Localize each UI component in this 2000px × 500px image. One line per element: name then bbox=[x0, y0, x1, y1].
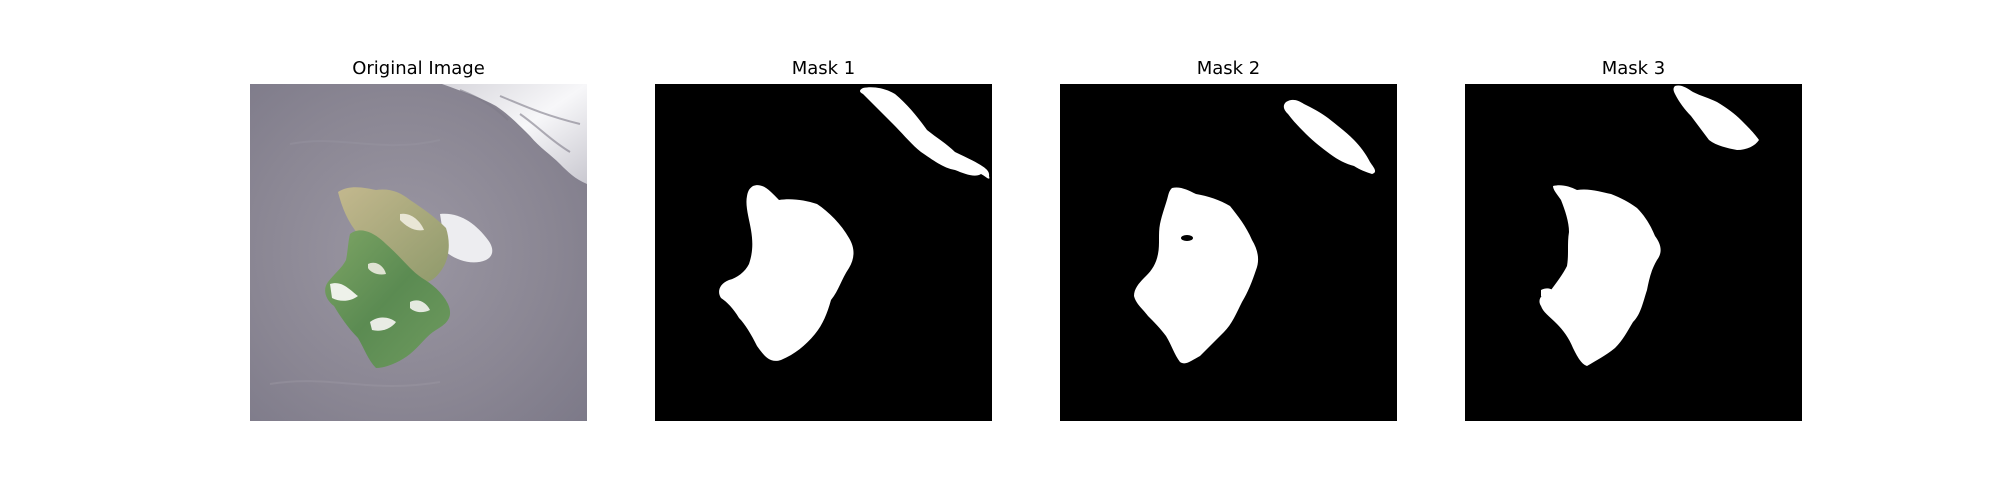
mask-1-panel: Mask 1 bbox=[655, 0, 992, 500]
mask-2-title: Mask 2 bbox=[1196, 58, 1261, 79]
original-image bbox=[250, 84, 587, 421]
mask-2-image bbox=[1060, 84, 1397, 421]
mask-1-graphic bbox=[655, 84, 992, 421]
mask-3-panel: Mask 3 bbox=[1465, 0, 1802, 500]
original-image-panel: Original Image bbox=[250, 0, 587, 500]
mask-2-graphic bbox=[1060, 84, 1397, 421]
mask-3-title: Mask 3 bbox=[1601, 58, 1666, 79]
original-image-graphic bbox=[250, 84, 587, 421]
mask-3-image bbox=[1465, 84, 1802, 421]
original-image-title: Original Image bbox=[352, 58, 485, 79]
mask-2-panel: Mask 2 bbox=[1060, 0, 1397, 500]
mask-1-title: Mask 1 bbox=[791, 58, 856, 79]
mask-3-graphic bbox=[1465, 84, 1802, 421]
mask-1-image bbox=[655, 84, 992, 421]
